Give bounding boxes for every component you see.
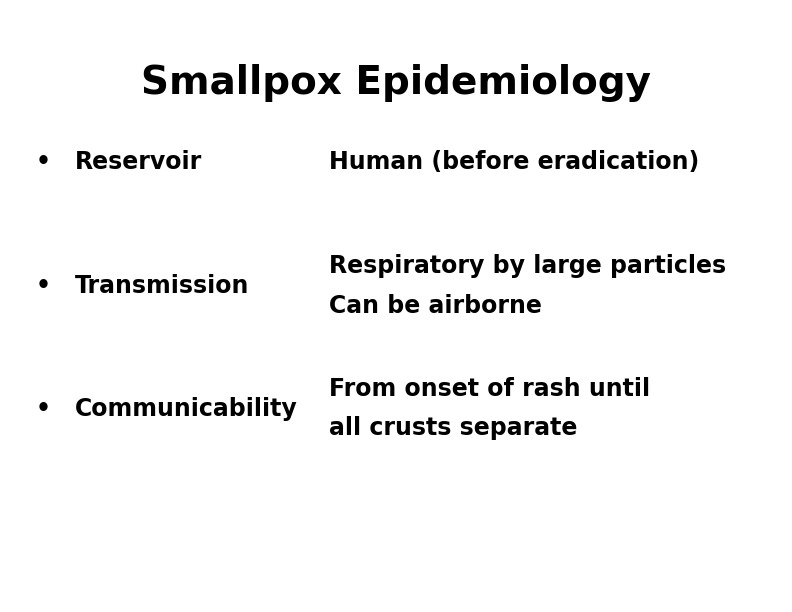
Text: Human (before eradication): Human (before eradication) [329, 150, 699, 174]
Text: From onset of rash until: From onset of rash until [329, 376, 649, 401]
Text: all crusts separate: all crusts separate [329, 416, 577, 441]
Text: •: • [36, 397, 51, 420]
Text: •: • [36, 274, 51, 298]
Text: Smallpox Epidemiology: Smallpox Epidemiology [141, 64, 651, 102]
Text: Reservoir: Reservoir [75, 150, 203, 174]
Text: Transmission: Transmission [75, 274, 249, 298]
Text: Respiratory by large particles: Respiratory by large particles [329, 254, 725, 278]
Text: Can be airborne: Can be airborne [329, 294, 542, 318]
Text: •: • [36, 150, 51, 174]
Text: Communicability: Communicability [75, 397, 298, 420]
